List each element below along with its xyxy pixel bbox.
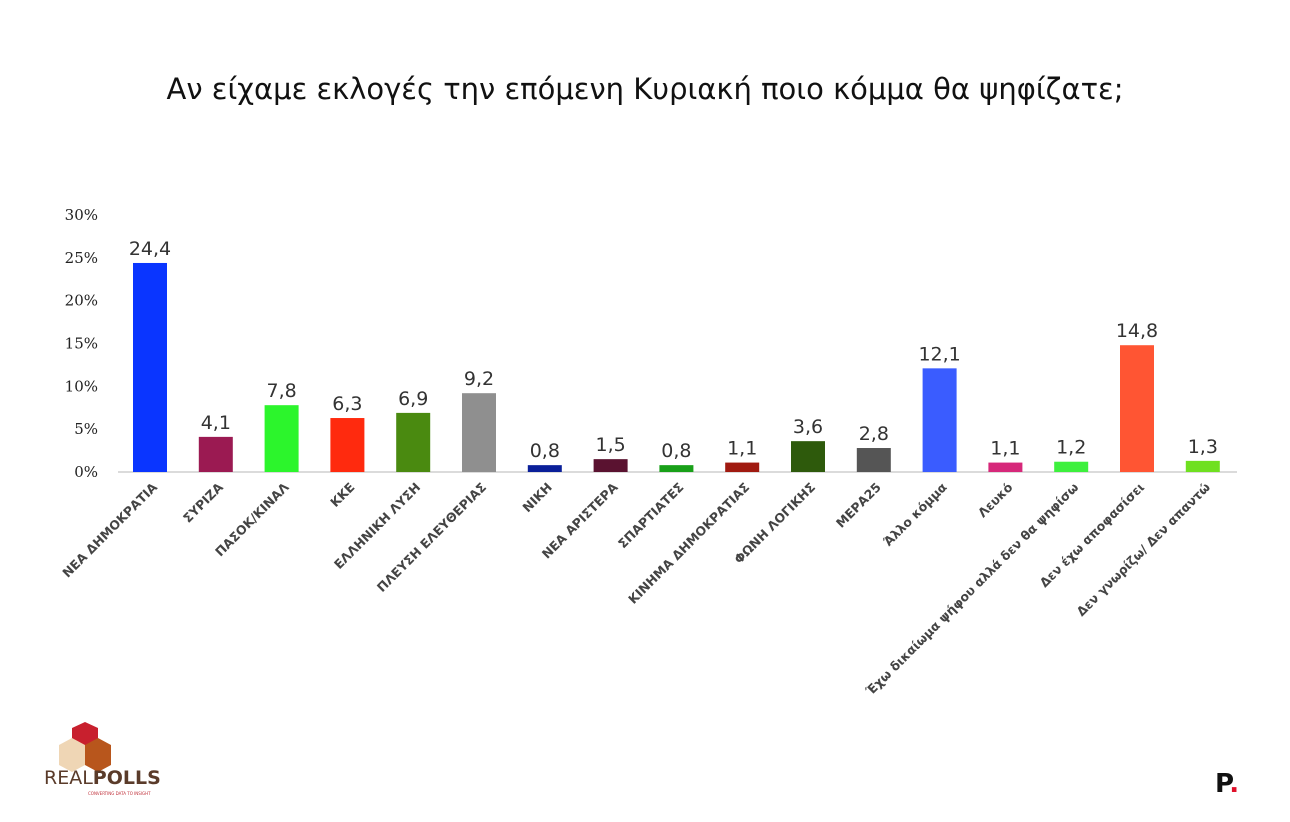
bar bbox=[527, 465, 562, 472]
category-label: Δεν γνωρίζω/ Δεν απαντώ bbox=[1073, 479, 1213, 619]
data-label: 7,8 bbox=[266, 380, 296, 402]
bar bbox=[133, 262, 167, 472]
bar bbox=[1185, 460, 1220, 472]
category-label: Λευκό bbox=[975, 479, 1016, 520]
bar bbox=[462, 393, 496, 472]
bar bbox=[1120, 345, 1154, 472]
bar bbox=[330, 418, 365, 472]
data-label: 1,1 bbox=[727, 438, 757, 460]
data-label: 1,1 bbox=[990, 438, 1020, 460]
chart-title: Αν είχαμε εκλογές την επόμενη Κυριακή πο… bbox=[166, 72, 1124, 106]
data-label: 1,5 bbox=[595, 434, 625, 456]
category-label: ΝΙΚΗ bbox=[519, 480, 555, 516]
p-logo: P. bbox=[1215, 769, 1240, 799]
bar bbox=[922, 368, 957, 472]
bar bbox=[659, 465, 694, 472]
category-label: ΣΥΡΙΖΑ bbox=[180, 479, 226, 525]
data-label: 0,8 bbox=[530, 440, 560, 462]
bar bbox=[791, 441, 825, 472]
realpolls-logo-text: REALPOLLS bbox=[44, 767, 161, 789]
data-label: 14,8 bbox=[1116, 320, 1158, 342]
bar bbox=[988, 462, 1023, 472]
bar bbox=[593, 459, 628, 472]
data-label: 2,8 bbox=[859, 423, 889, 445]
y-tick-label: 0% bbox=[74, 463, 98, 481]
data-label: 24,4 bbox=[129, 238, 171, 260]
data-label: 9,2 bbox=[464, 368, 494, 390]
data-label: 1,2 bbox=[1056, 437, 1086, 459]
y-tick-label: 5% bbox=[74, 420, 98, 438]
data-label: 4,1 bbox=[201, 412, 231, 434]
category-label: Έχω δικαίωμα ψήφου αλλά δεν θα ψηφίσω bbox=[862, 479, 1081, 698]
bar bbox=[1054, 461, 1089, 472]
data-label: 3,6 bbox=[793, 416, 823, 438]
category-label: ΚΚΕ bbox=[327, 480, 357, 510]
bar bbox=[264, 405, 299, 472]
bar bbox=[856, 448, 891, 472]
data-label: 6,9 bbox=[398, 388, 428, 410]
y-tick-label: 10% bbox=[65, 377, 98, 395]
bar bbox=[725, 462, 760, 472]
category-label: ΚΙΝΗΜΑ ΔΗΜΟΚΡΑΤΙΑΣ bbox=[625, 480, 752, 607]
data-label: 1,3 bbox=[1188, 436, 1218, 458]
y-tick-label: 20% bbox=[65, 292, 98, 310]
bar bbox=[396, 412, 431, 472]
category-label: ΣΠΑΡΤΙΑΤΕΣ bbox=[615, 480, 687, 552]
data-label: 12,1 bbox=[918, 343, 960, 365]
y-tick-label: 15% bbox=[65, 335, 98, 353]
category-label: ΠΛΕΥΣΗ ΕΛΕΥΘΕΡΙΑΣ bbox=[374, 480, 489, 595]
bar bbox=[198, 436, 233, 472]
category-label: Άλλο κόμμα bbox=[880, 479, 950, 549]
category-label: ΜΕΡΑ25 bbox=[833, 480, 884, 531]
data-label: 0,8 bbox=[661, 440, 691, 462]
y-tick-label: 30% bbox=[65, 206, 98, 224]
category-label: ΝΕΑ ΔΗΜΟΚΡΑΤΙΑ bbox=[59, 479, 160, 580]
y-tick-label: 25% bbox=[65, 249, 98, 267]
data-label: 6,3 bbox=[332, 393, 362, 415]
realpolls-tagline: CONVERTING DATA TO INSIGHT bbox=[88, 791, 151, 796]
realpolls-logo-icon bbox=[59, 722, 111, 772]
